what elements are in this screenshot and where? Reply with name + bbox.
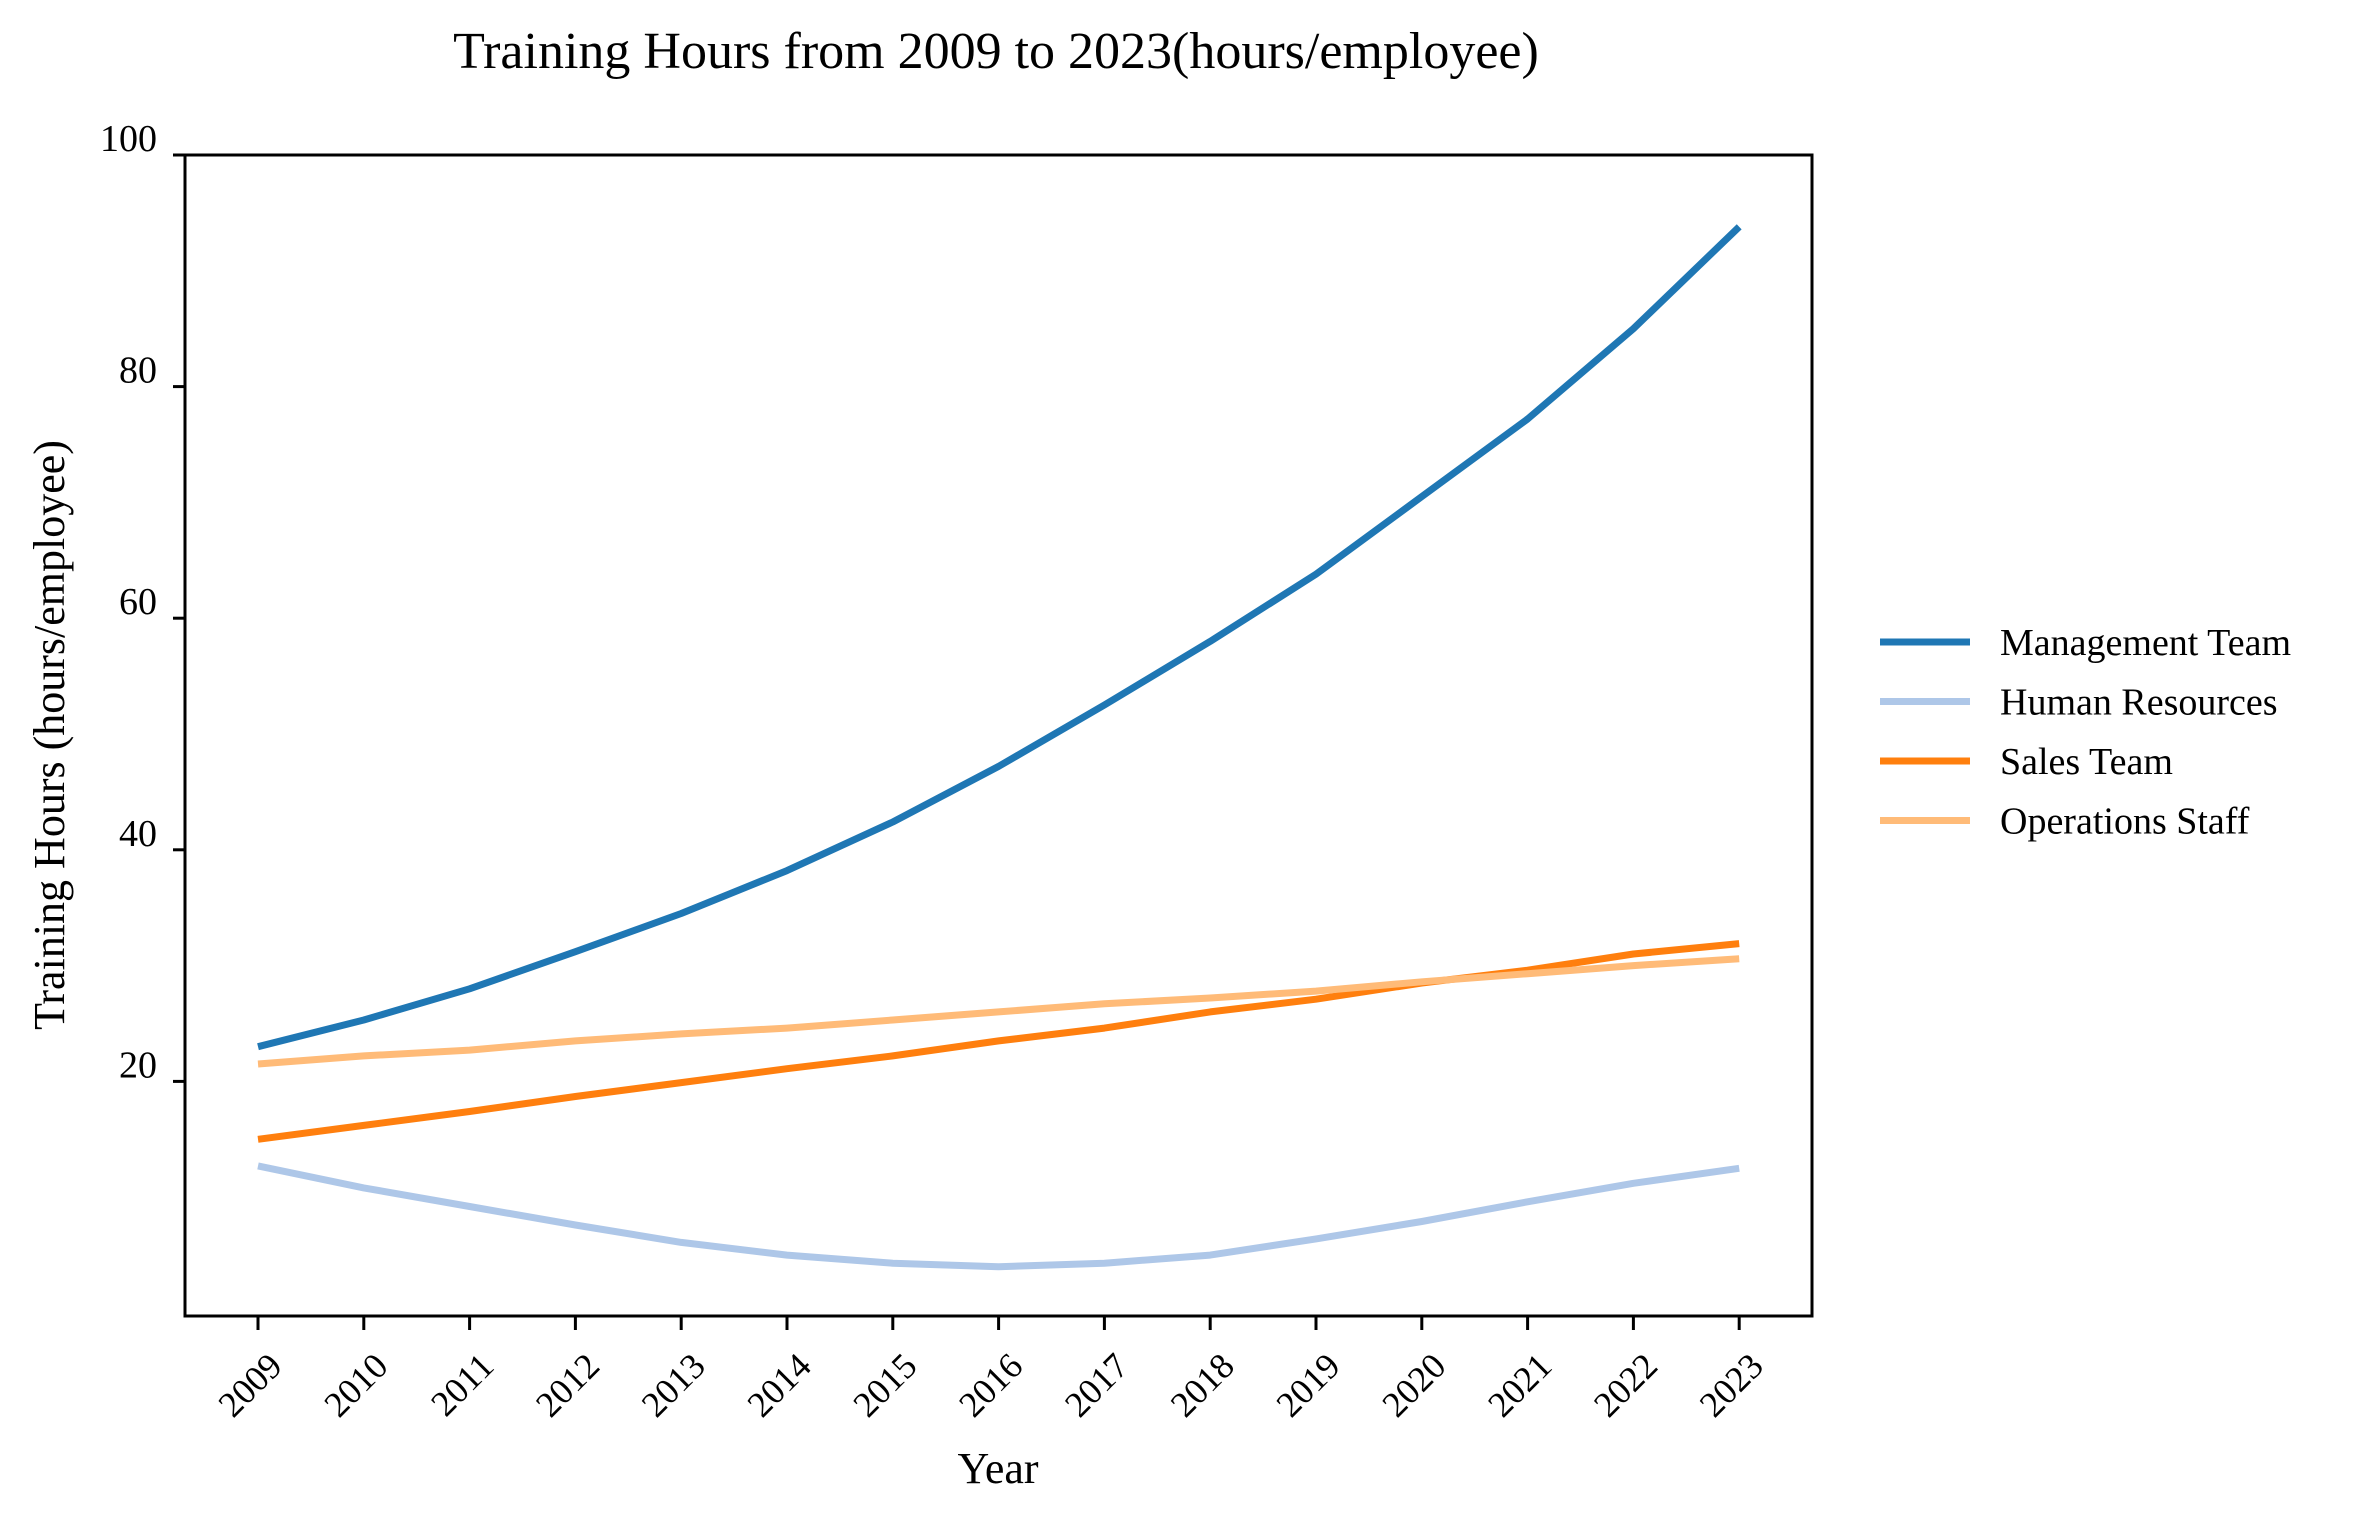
- x-tick-label: 2021: [1480, 1345, 1559, 1424]
- series-line-human-resources: [257, 1162, 1740, 1271]
- legend-label: Sales Team: [2000, 741, 2173, 783]
- chart-title: Training Hours from 2009 to 2023(hours/e…: [453, 23, 1539, 80]
- legend-label: Management Team: [2000, 622, 2291, 664]
- x-tick-label: 2010: [316, 1345, 395, 1424]
- x-tick-label: 2023: [1692, 1345, 1771, 1424]
- y-tick-label: 40: [119, 813, 157, 855]
- series-line-management-team: [257, 224, 1742, 1051]
- y-tick-label: 20: [119, 1044, 157, 1086]
- series-line-operations-staff: [257, 955, 1740, 1068]
- y-axis-label: Training Hours (hours/employee): [25, 440, 74, 1030]
- x-tick-label: 2014: [740, 1345, 819, 1424]
- x-tick-label: 2022: [1586, 1345, 1665, 1424]
- series-lines: [257, 224, 1742, 1271]
- y-tick-label: 100: [100, 118, 157, 160]
- x-tick-label: 2015: [845, 1345, 924, 1424]
- x-tick-label: 2017: [1057, 1345, 1136, 1424]
- x-axis: 2009 2010 2011 2012 2013 2014 2015 2016 2017 2018…: [211, 1316, 1771, 1425]
- legend-label: Human Resources: [2000, 682, 2278, 724]
- x-tick-label: 2009: [211, 1345, 290, 1424]
- x-tick-label: 2019: [1269, 1345, 1348, 1424]
- legend-label: Operations Staff: [2000, 801, 2250, 843]
- x-tick-label: 2012: [528, 1345, 607, 1424]
- plot-area: [183, 153, 1814, 1318]
- legend: Management Team Human Resources Sales Team…: [1880, 622, 2291, 843]
- x-tick-label: 2011: [423, 1345, 501, 1423]
- y-axis: 20 40 60 80 100: [100, 118, 185, 1086]
- x-tick-label: 2013: [634, 1345, 713, 1424]
- x-tick-label: 2016: [951, 1345, 1030, 1424]
- y-tick-label: 80: [119, 350, 157, 392]
- x-tick-label: 2020: [1374, 1345, 1453, 1424]
- y-tick-label: 60: [119, 581, 157, 623]
- x-tick-label: 2018: [1163, 1345, 1242, 1424]
- x-axis-label: Year: [957, 1444, 1038, 1493]
